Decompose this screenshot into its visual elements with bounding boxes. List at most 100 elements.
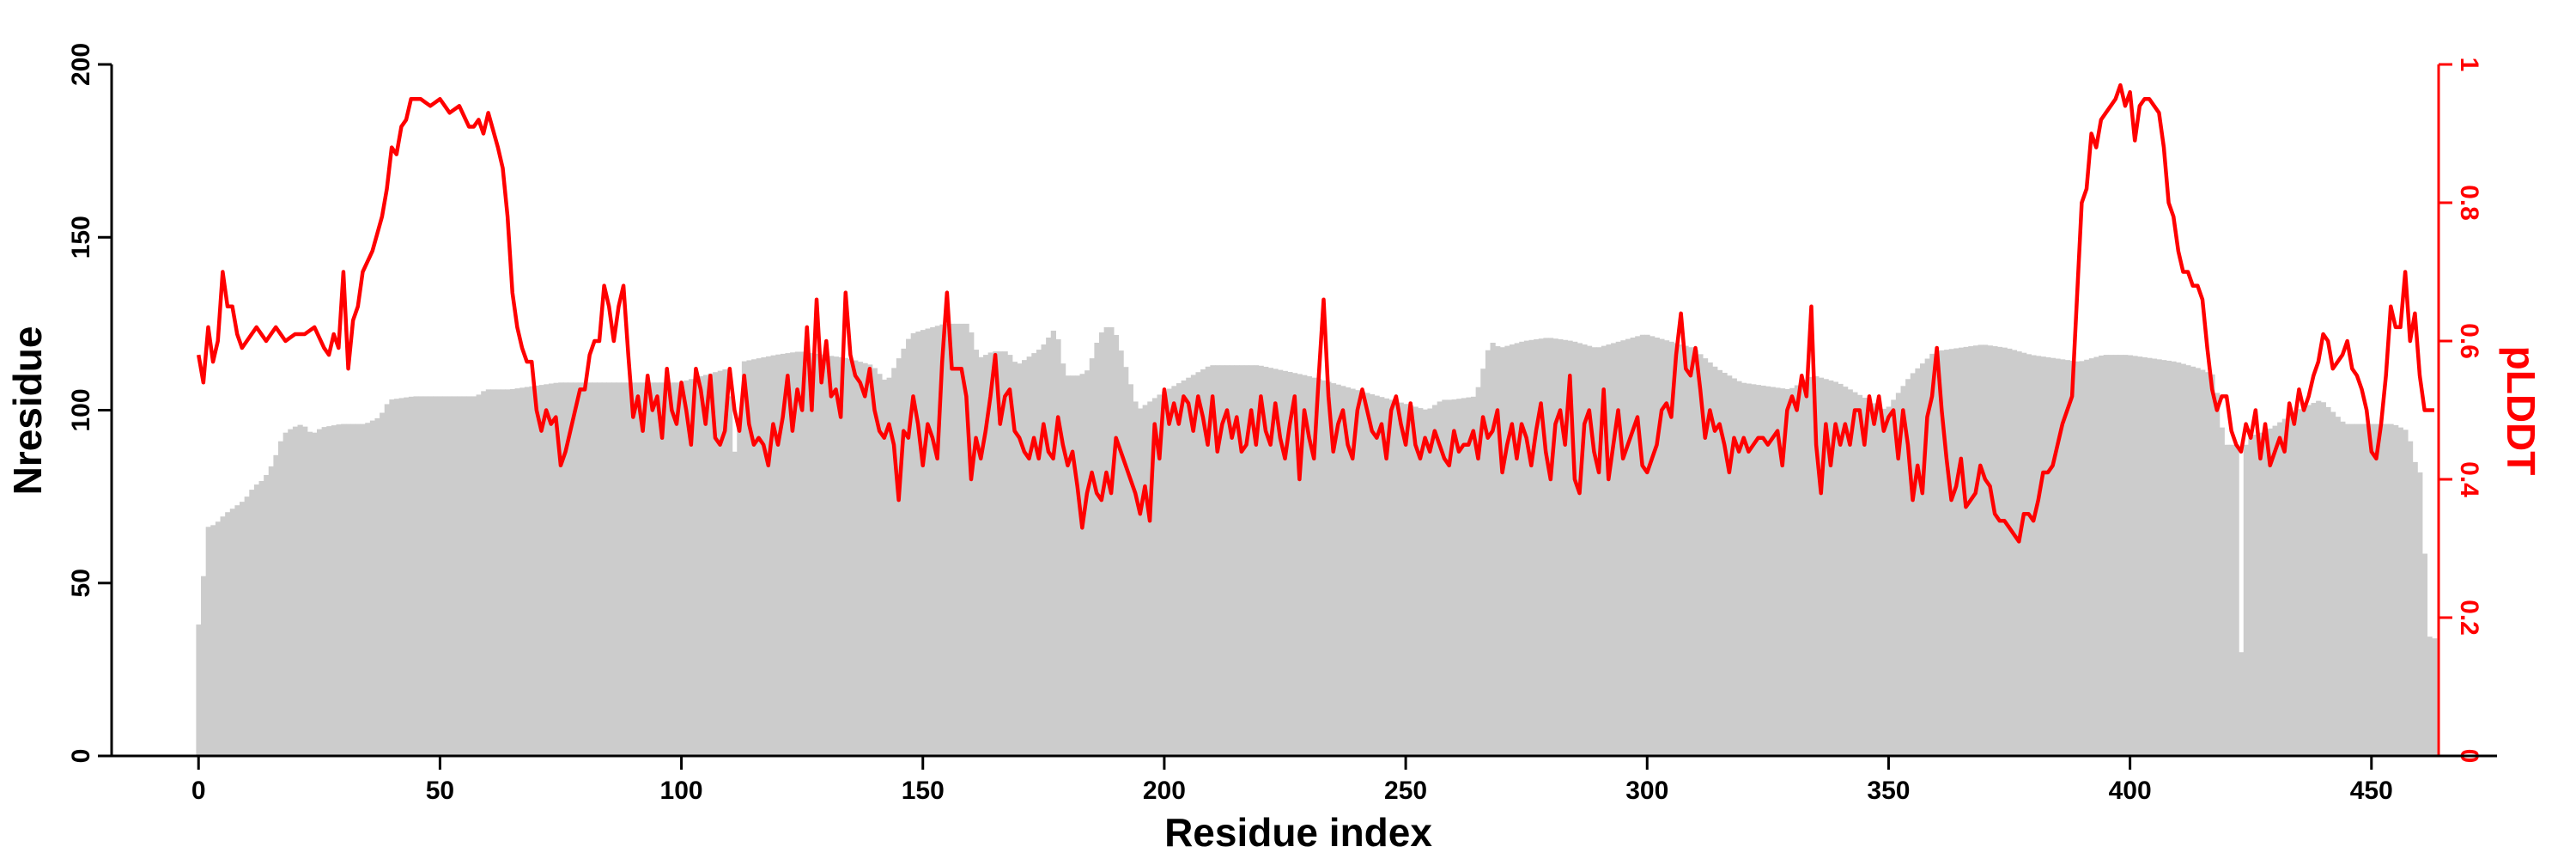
bar (1692, 350, 1698, 756)
bar (829, 356, 835, 756)
bar (2185, 365, 2191, 756)
bar (1654, 337, 1660, 756)
bar (442, 396, 448, 756)
bar (1547, 338, 1554, 756)
bar (654, 382, 660, 756)
bar (1413, 406, 1419, 756)
bar (307, 431, 313, 756)
bar (2407, 441, 2414, 756)
bar (770, 355, 776, 756)
bar (606, 382, 612, 756)
bar (2257, 432, 2263, 756)
bar (1538, 338, 1544, 756)
bar (1968, 346, 1974, 756)
bar (1823, 379, 1829, 756)
bar (2219, 427, 2225, 757)
bar (1948, 349, 1954, 756)
bar (1195, 372, 1201, 756)
bar (1210, 365, 1216, 756)
bar (1046, 337, 1052, 756)
bar (1495, 346, 1501, 756)
bar (1760, 385, 1766, 756)
bar (1214, 365, 1221, 756)
bar (244, 497, 250, 757)
bar (321, 427, 327, 756)
bar (1036, 350, 1042, 756)
bar (1674, 343, 1680, 756)
bar (1186, 377, 1192, 756)
bar (2180, 363, 2186, 756)
bar (790, 352, 796, 756)
bar (1577, 343, 1583, 756)
bar (326, 426, 332, 756)
bar (1659, 338, 1665, 756)
bar (780, 353, 787, 756)
bar (485, 389, 492, 756)
bar (1480, 369, 1486, 756)
bar (1843, 387, 1849, 756)
bar (756, 358, 762, 756)
bar (1625, 338, 1631, 756)
bar (2239, 652, 2245, 756)
bar (713, 372, 719, 756)
bar (1031, 353, 1037, 756)
bar (896, 358, 902, 756)
bar (196, 624, 202, 756)
bar (2108, 355, 2114, 756)
bar (1639, 334, 1646, 756)
bar (1630, 337, 1636, 756)
bar (2224, 444, 2230, 756)
bar (2421, 553, 2428, 756)
bar (1886, 406, 1892, 756)
bar (389, 399, 395, 756)
bar (1007, 355, 1013, 756)
bar (1311, 377, 1317, 756)
bar (611, 382, 617, 756)
x-tick-label: 100 (660, 777, 703, 805)
bar (1891, 399, 1897, 756)
bar (1330, 383, 1337, 756)
bar (1983, 344, 1989, 756)
bar (881, 379, 888, 756)
bar (2354, 423, 2360, 756)
bar (2383, 423, 2390, 756)
bar (1534, 338, 1540, 756)
bar (1972, 345, 1979, 756)
bar (1316, 379, 1322, 756)
bar (1528, 339, 1534, 756)
bar (2287, 415, 2293, 756)
bar (2296, 409, 2302, 756)
x-axis-title: Residue index (1164, 810, 1432, 855)
bar (1267, 368, 1274, 756)
bar (983, 355, 989, 756)
bar (621, 382, 627, 756)
bar (1712, 366, 1718, 756)
bar (336, 424, 342, 756)
bar (1422, 409, 1428, 756)
bar (365, 423, 371, 756)
bar (1200, 369, 1206, 756)
bar (2147, 357, 2153, 756)
bar (273, 454, 279, 756)
bar (1953, 348, 1959, 756)
bar (1832, 381, 1838, 756)
bar (842, 357, 849, 756)
bar (1635, 336, 1641, 756)
bar (1751, 384, 1757, 756)
bar (1234, 365, 1240, 756)
bar (1944, 350, 1950, 756)
bar (1755, 385, 1762, 756)
bar (1601, 345, 1607, 756)
bar (471, 396, 477, 756)
bar (1326, 381, 1332, 756)
bar (1746, 383, 1752, 756)
bar (1702, 358, 1709, 756)
bar (1205, 366, 1211, 756)
x-axis: 0 50 100 150 200 250 300 350 400 450 (112, 754, 2497, 805)
bar (2045, 356, 2051, 756)
bar (1142, 405, 1148, 756)
bar (1263, 366, 1269, 756)
bar (2320, 402, 2326, 756)
bar (1321, 380, 1327, 756)
bar (1113, 334, 1120, 756)
